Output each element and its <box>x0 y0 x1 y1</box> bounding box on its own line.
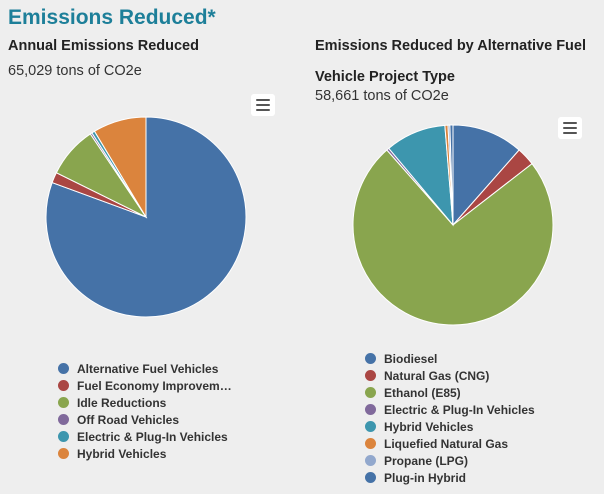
legend-label: Electric & Plug-In Vehicles <box>384 402 535 417</box>
legend-label: Hybrid Vehicles <box>384 419 474 434</box>
legend-item-electric-plug-in-vehicles[interactable]: Electric & Plug-In Vehicles <box>365 401 535 418</box>
legend-item-plug-in-hybrid[interactable]: Plug-in Hybrid <box>365 469 535 486</box>
legend-label: Hybrid Vehicles <box>77 446 167 461</box>
legend-label: Natural Gas (CNG) <box>384 368 490 383</box>
legend-marker <box>365 370 376 381</box>
legend-item-hybrid-vehicles[interactable]: Hybrid Vehicles <box>58 445 232 462</box>
legend-marker <box>365 421 376 432</box>
legend-item-ethanol-e85[interactable]: Ethanol (E85) <box>365 384 535 401</box>
legend-marker <box>365 404 376 415</box>
legend-label: Plug-in Hybrid <box>384 470 466 485</box>
legend-item-alternative-fuel-vehicles[interactable]: Alternative Fuel Vehicles <box>58 360 232 377</box>
legend-marker <box>58 414 69 425</box>
legend-label: Propane (LPG) <box>384 453 469 468</box>
hamburger-icon <box>563 121 577 125</box>
legend-marker <box>365 455 376 466</box>
legend-item-biodiesel[interactable]: Biodiesel <box>365 350 535 367</box>
legend-marker <box>58 431 69 442</box>
chart-2-menu-button[interactable] <box>558 117 582 139</box>
legend-marker <box>58 380 69 391</box>
chart-2-title: Emissions Reduced by Alternative Fuel Ve… <box>315 38 587 85</box>
pie-slice-hybrid-vehicles[interactable] <box>93 116 147 219</box>
legend-marker <box>58 397 69 408</box>
legend-item-fuel-economy-improvem[interactable]: Fuel Economy Improvem… <box>58 377 232 394</box>
legend-item-idle-reductions[interactable]: Idle Reductions <box>58 394 232 411</box>
legend-item-propane-lpg[interactable]: Propane (LPG) <box>365 452 535 469</box>
legend-marker <box>365 438 376 449</box>
legend-marker <box>365 353 376 364</box>
legend-marker <box>58 363 69 374</box>
chart-1-menu-button[interactable] <box>251 94 275 116</box>
legend-label: Idle Reductions <box>77 395 167 410</box>
pie-slice-ethanol-e85[interactable] <box>352 149 554 326</box>
chart-1-legend: Alternative Fuel Vehicles Fuel Economy Im… <box>58 360 232 462</box>
chart-1-subtitle: 65,029 tons of CO2e <box>8 63 142 79</box>
legend-item-off-road-vehicles[interactable]: Off Road Vehicles <box>58 411 232 428</box>
legend-label: Liquefied Natural Gas <box>384 436 509 451</box>
legend-item-hybrid-vehicles[interactable]: Hybrid Vehicles <box>365 418 535 435</box>
chart-2-legend: Biodiesel Natural Gas (CNG) Ethanol (E85) E… <box>365 350 535 486</box>
hamburger-icon <box>256 98 270 102</box>
legend-item-natural-gas-cng[interactable]: Natural Gas (CNG) <box>365 367 535 384</box>
legend-label: Fuel Economy Improvem… <box>77 378 232 393</box>
legend-label: Ethanol (E85) <box>384 385 461 400</box>
legend-item-liquefied-natural-gas[interactable]: Liquefied Natural Gas <box>365 435 535 452</box>
page-title: Emissions Reduced* <box>8 6 216 29</box>
legend-label: Biodiesel <box>384 351 438 366</box>
legend-label: Off Road Vehicles <box>77 412 180 427</box>
pie-slice-biodiesel[interactable] <box>452 124 520 227</box>
legend-marker <box>365 472 376 483</box>
legend-marker <box>58 448 69 459</box>
legend-label: Electric & Plug-In Vehicles <box>77 429 228 444</box>
legend-label: Alternative Fuel Vehicles <box>77 361 219 376</box>
legend-item-electric-plug-in-vehicles[interactable]: Electric & Plug-In Vehicles <box>58 428 232 445</box>
chart-1-title: Annual Emissions Reduced <box>8 38 199 54</box>
chart-2-subtitle: 58,661 tons of CO2e <box>315 88 449 104</box>
pie-slice-plug-in-hybrid[interactable] <box>449 124 454 226</box>
legend-marker <box>365 387 376 398</box>
